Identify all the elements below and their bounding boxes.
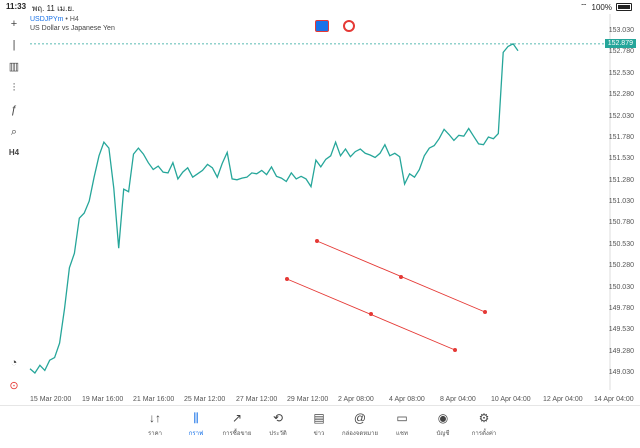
symbol-separator: • xyxy=(65,16,68,23)
nav-trade[interactable]: ↗ การซื้อขาย xyxy=(215,410,259,438)
status-bar: 11:33 พฤ. 11 เม.ย. ⌔ 100% xyxy=(0,0,640,14)
nav-label: ข่าว xyxy=(313,431,325,437)
nav-account[interactable]: ◉ บัญชี xyxy=(421,410,465,438)
signal-icon[interactable] xyxy=(343,20,355,32)
x-tick-label: 27 Mar 12:00 xyxy=(236,396,278,403)
y-tick-label: 153.030 xyxy=(608,27,634,34)
nav-label: ประวัติ xyxy=(269,431,287,437)
settings-icon: ⚙ xyxy=(478,411,490,425)
history-icon: ⟲ xyxy=(272,411,284,425)
account-icon: ◉ xyxy=(437,411,449,425)
x-tick-label: 2 Apr 08:00 xyxy=(338,396,374,403)
settings-sliders-icon[interactable]: ⫶ xyxy=(12,82,16,94)
timeframe-label[interactable]: H4 xyxy=(8,148,20,157)
wifi-icon: ⌔ xyxy=(580,2,588,11)
y-tick-label: 149.280 xyxy=(608,347,634,355)
nav-news[interactable]: ▤ ข่าว xyxy=(297,410,341,438)
status-date: พฤ. 11 เม.ย. xyxy=(32,4,75,13)
quotes-icon: ↓↑ xyxy=(149,411,161,425)
symbol-name[interactable]: USDJPYm xyxy=(30,16,64,23)
trade-icon: ↗ xyxy=(231,411,243,425)
indicators-icon[interactable]: ▥ xyxy=(8,61,20,73)
nav-mailbox[interactable]: @ กล่องจดหมาย xyxy=(338,410,382,438)
x-tick-label: 12 Apr 04:00 xyxy=(543,396,583,403)
trend-line-handle xyxy=(483,310,487,314)
y-tick-label: 152.030 xyxy=(608,112,634,120)
analytics-icon[interactable]: ◔ xyxy=(10,357,18,369)
x-tick-label: 19 Mar 16:00 xyxy=(82,396,124,403)
y-tick-label: 151.530 xyxy=(608,155,634,163)
crosshair-icon[interactable]: + xyxy=(10,18,18,30)
trend-line-handle xyxy=(315,239,319,243)
nav-settings[interactable]: ⚙ การตั้งค่า xyxy=(462,410,506,438)
chart-header: USDJPYm • H4 US Dollar vs Japanese Yen xyxy=(30,15,115,33)
timeframe-label: H4 xyxy=(69,16,79,23)
nav-chat[interactable]: ▭ แชท xyxy=(380,410,424,438)
bottom-navigation: ↓↑ ราคา ⫼ กราฟ ↗ การซื้อขาย ⟲ ประวัติ ▤ … xyxy=(0,405,640,448)
brand-icon[interactable]: ⊙ xyxy=(9,380,19,392)
x-tick-label: 21 Mar 16:00 xyxy=(133,396,175,403)
x-tick-label: 15 Mar 20:00 xyxy=(30,396,72,403)
news-icon: ▤ xyxy=(313,411,325,425)
nav-label: การซื้อขาย xyxy=(222,431,252,437)
nav-label: แชท xyxy=(396,431,408,437)
nav-quotes[interactable]: ↓↑ ราคา xyxy=(133,410,177,438)
top-badges xyxy=(315,20,355,32)
price-line xyxy=(29,42,519,374)
y-tick-label: 152.780 xyxy=(608,48,634,56)
status-time: 11:33 xyxy=(6,2,27,11)
x-tick-label: 4 Apr 08:00 xyxy=(389,396,425,403)
candles-icon[interactable]: | xyxy=(12,39,16,51)
y-tick-label: 152.530 xyxy=(608,69,634,77)
trend-line-handle xyxy=(399,275,403,279)
y-tick-label: 151.780 xyxy=(608,133,634,141)
x-tick-label: 8 Apr 04:00 xyxy=(440,396,476,403)
x-tick-label: 10 Apr 04:00 xyxy=(491,396,531,403)
status-right: ⌔ 100% xyxy=(580,2,632,12)
nav-label: กล่องจดหมาย xyxy=(341,431,379,437)
symbol-description: US Dollar vs Japanese Yen xyxy=(30,25,115,32)
x-tick-label: 29 Mar 12:00 xyxy=(287,396,329,403)
x-tick-label: 14 Apr 04:00 xyxy=(594,396,634,403)
mailbox-icon: @ xyxy=(353,411,367,425)
chat-icon: ▭ xyxy=(396,411,408,425)
function-icon[interactable]: ƒ xyxy=(10,104,18,116)
trend-line-handle xyxy=(285,277,289,281)
y-tick-label: 149.030 xyxy=(608,369,634,376)
y-tick-label: 151.030 xyxy=(608,198,634,205)
battery-icon xyxy=(616,3,632,11)
y-tick-label: 152.280 xyxy=(608,91,634,99)
y-tick-label: 150.530 xyxy=(608,240,634,248)
trend-line-handle xyxy=(453,348,457,352)
y-tick-label: 149.530 xyxy=(608,326,634,334)
y-tick-label: 151.280 xyxy=(608,176,634,184)
nav-label: กราฟ xyxy=(188,431,204,437)
y-tick-label: 150.780 xyxy=(608,219,634,227)
x-tick-label: 25 Mar 12:00 xyxy=(184,396,226,403)
trend-line-handle xyxy=(369,312,373,316)
nav-label: บัญชี xyxy=(436,431,450,437)
nav-label: การตั้งค่า xyxy=(471,431,497,437)
objects-icon[interactable]: ⌕ xyxy=(10,126,18,138)
battery-percent: 100% xyxy=(591,2,612,12)
nav-label: ราคา xyxy=(148,431,162,437)
y-tick-label: 150.280 xyxy=(608,262,634,270)
y-tick-label: 150.030 xyxy=(608,283,634,291)
one-click-trading-icon[interactable] xyxy=(315,20,329,32)
y-tick-label: 149.780 xyxy=(608,304,634,312)
chart-icon: ⫼ xyxy=(193,411,199,425)
current-price-tag: 152.879 xyxy=(604,39,636,48)
nav-chart[interactable]: ⫼ กราฟ xyxy=(174,410,218,438)
nav-history[interactable]: ⟲ ประวัติ xyxy=(256,410,300,438)
